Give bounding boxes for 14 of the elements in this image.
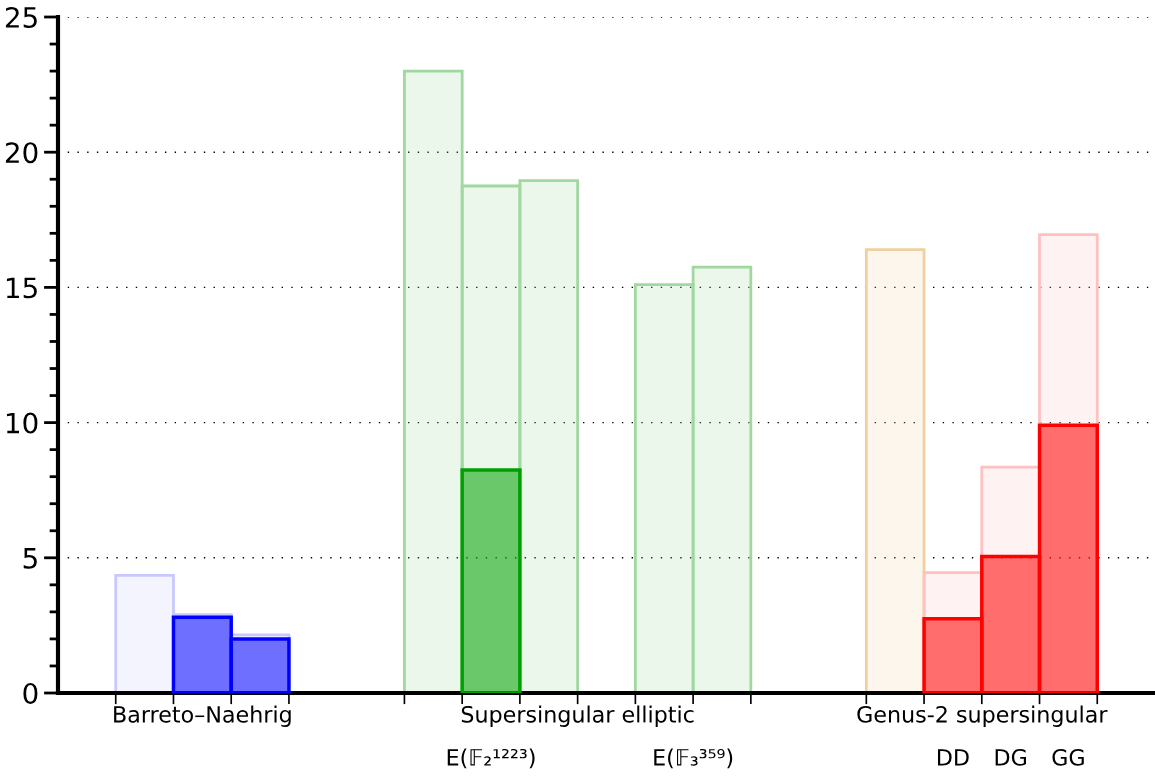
y-tick-label: 15: [6, 277, 37, 299]
text: DG: [995, 748, 1026, 766]
y-tick-label: 20: [5, 142, 38, 164]
text: GG: [1052, 748, 1084, 766]
y-tick-label: 0: [23, 682, 38, 704]
text: DD: [937, 749, 969, 766]
text: Genus-2 supersingular: [857, 705, 1108, 728]
text: Barreto–Naehrig: [114, 705, 291, 728]
text: E(𝔽₃³⁵⁹): [654, 748, 733, 769]
y-tick-label: 5: [23, 548, 37, 569]
y-tick-label: 10: [6, 412, 38, 434]
text: E(𝔽₂¹²²³): [447, 748, 535, 769]
y-tick-label: 25: [5, 6, 37, 28]
text: Supersingular elliptic: [461, 705, 694, 728]
